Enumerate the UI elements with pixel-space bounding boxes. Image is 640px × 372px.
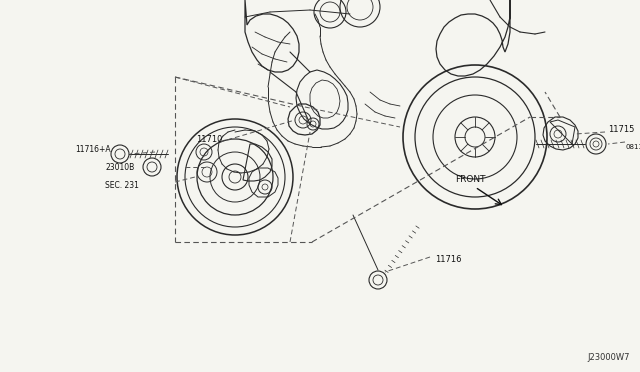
Text: SEC. 231: SEC. 231 [105,180,139,189]
Text: 11715: 11715 [608,125,634,135]
Text: 11716: 11716 [435,256,461,264]
Text: 08136-B161A: 08136-B161A [626,144,640,150]
Text: J23000W7: J23000W7 [588,353,630,362]
Text: 11716+A: 11716+A [75,145,111,154]
Text: FRONT: FRONT [455,174,486,183]
Text: 11710: 11710 [196,135,222,144]
Text: 23010B: 23010B [105,163,134,171]
